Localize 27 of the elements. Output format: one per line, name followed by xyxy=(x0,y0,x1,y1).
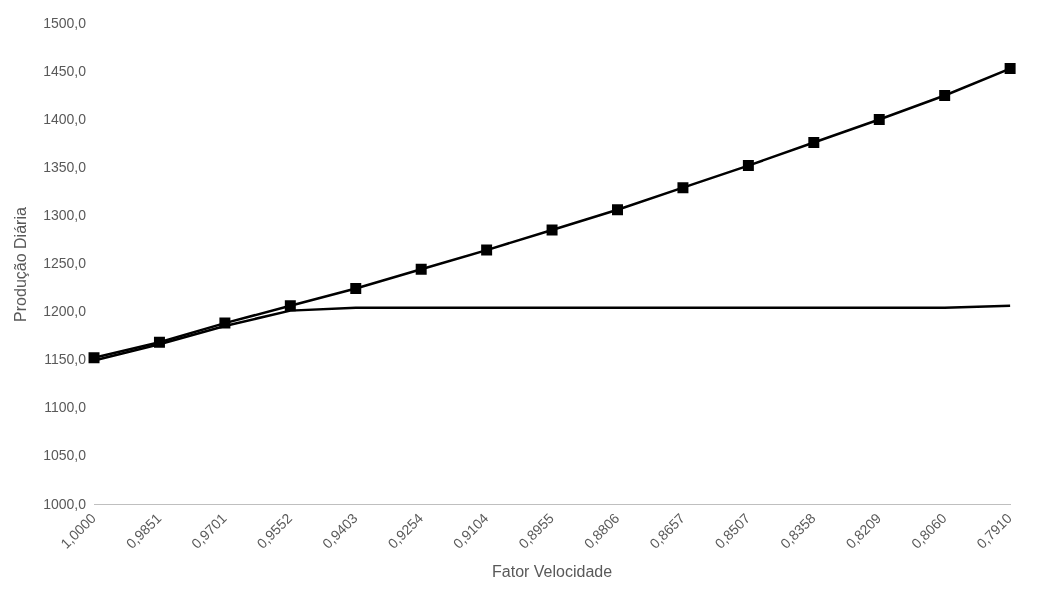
point xyxy=(742,160,754,172)
y-tick-label: 1350,0 xyxy=(43,159,87,176)
point xyxy=(88,352,100,364)
point xyxy=(219,317,231,329)
y-tick-label: 1300,0 xyxy=(43,207,87,224)
y-tick-label: 1400,0 xyxy=(43,111,87,128)
y-tick-label: 1100,0 xyxy=(44,399,87,416)
point xyxy=(350,283,362,295)
point xyxy=(415,263,427,275)
y-tick-label: 1000,0 xyxy=(43,495,87,512)
point xyxy=(939,89,951,101)
point xyxy=(612,204,623,216)
y-tick-label: 1150,0 xyxy=(44,351,87,368)
point xyxy=(873,114,885,125)
x-axis-title: Fator Velocidade xyxy=(492,562,613,580)
point xyxy=(677,182,689,194)
point xyxy=(481,244,493,256)
point xyxy=(284,300,296,312)
y-tick-label: 1050,0 xyxy=(43,447,87,464)
point xyxy=(808,137,820,149)
y-tick-label: 1500,0 xyxy=(43,15,87,32)
y-axis-title: Produção Diária xyxy=(12,207,30,322)
point xyxy=(546,224,558,236)
y-tick-label: 1200,0 xyxy=(43,303,87,320)
point xyxy=(1004,63,1016,75)
y-tick-label: 1250,0 xyxy=(43,255,87,272)
y-tick-label: 1450,0 xyxy=(43,63,87,80)
